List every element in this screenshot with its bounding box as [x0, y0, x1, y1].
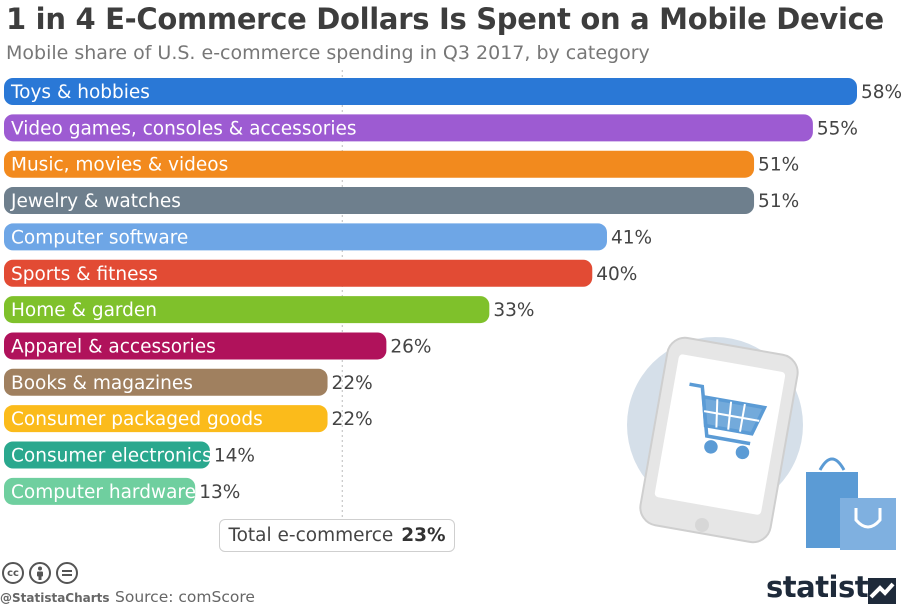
bar-category-label: Sports & fitness	[11, 264, 158, 285]
bar-3	[4, 187, 755, 215]
source-note: Source: comScore	[115, 588, 255, 606]
bar-value-label: 26%	[390, 336, 431, 357]
bar-category-label: Consumer electronics	[11, 446, 212, 467]
bar-1	[4, 114, 813, 142]
shopping-bags-icon	[806, 457, 896, 550]
bar-0	[4, 78, 857, 105]
bar-category-label: Toys & hobbies	[10, 82, 150, 103]
bar-9	[4, 405, 328, 433]
bar-value-label: 41%	[611, 227, 652, 248]
bar-value-label: 55%	[817, 118, 858, 139]
bar-8	[4, 368, 328, 396]
bar-category-label: Consumer packaged goods	[11, 409, 263, 430]
bar-7	[4, 332, 387, 360]
bar-6	[4, 296, 490, 324]
bar-category-label: Video games, consoles & accessories	[11, 118, 357, 139]
bar-category-label: Jewelry & watches	[10, 191, 181, 212]
bar-10	[4, 441, 210, 469]
bar-category-label: Music, movies & videos	[11, 155, 228, 176]
total-label: Total e-commerce	[228, 525, 394, 546]
total-value: 23%	[401, 525, 446, 546]
bar-category-label: Books & magazines	[11, 373, 193, 394]
bar-value-label: 58%	[861, 82, 902, 103]
license-icons: cc	[2, 562, 78, 584]
bar-value-label: 51%	[758, 155, 799, 176]
chart-title: 1 in 4 E-Commerce Dollars Is Spent on a …	[6, 2, 884, 36]
bar-value-label: 22%	[332, 409, 373, 430]
mobile-shopping-illustration	[620, 320, 910, 564]
statista-logo-icon	[868, 578, 896, 604]
bar-value-label: 33%	[493, 300, 534, 321]
bar-2	[4, 150, 755, 178]
total-ecommerce-box: Total e-commerce 23%	[219, 519, 455, 552]
bar-category-label: Apparel & accessories	[11, 336, 216, 357]
statista-charts-handle[interactable]: @StatistaCharts	[0, 591, 110, 605]
smartphone-icon	[639, 336, 799, 544]
bar-category-label: Computer software	[11, 227, 188, 248]
bar-value-label: 13%	[199, 482, 240, 503]
bar-value-label: 51%	[758, 191, 799, 212]
statista-logo[interactable]: statista	[766, 570, 888, 604]
chart-subtitle: Mobile share of U.S. e-commerce spending…	[6, 42, 650, 64]
nd-icon[interactable]	[56, 562, 78, 584]
bar-value-label: 14%	[214, 446, 255, 467]
by-icon[interactable]	[29, 562, 51, 584]
bar-category-label: Home & garden	[11, 300, 157, 321]
shopping-cart-icon	[689, 382, 768, 460]
bar-4	[4, 223, 607, 251]
bar-11	[4, 477, 196, 505]
bar-chart: Toys & hobbies 58% Video games, consoles &…	[4, 70, 902, 519]
bar-value-label: 40%	[596, 264, 637, 285]
bar-5	[4, 259, 593, 287]
bar-value-label: 22%	[332, 373, 373, 394]
cc-icon[interactable]: cc	[2, 562, 24, 584]
bar-category-label: Computer hardware	[11, 482, 196, 503]
